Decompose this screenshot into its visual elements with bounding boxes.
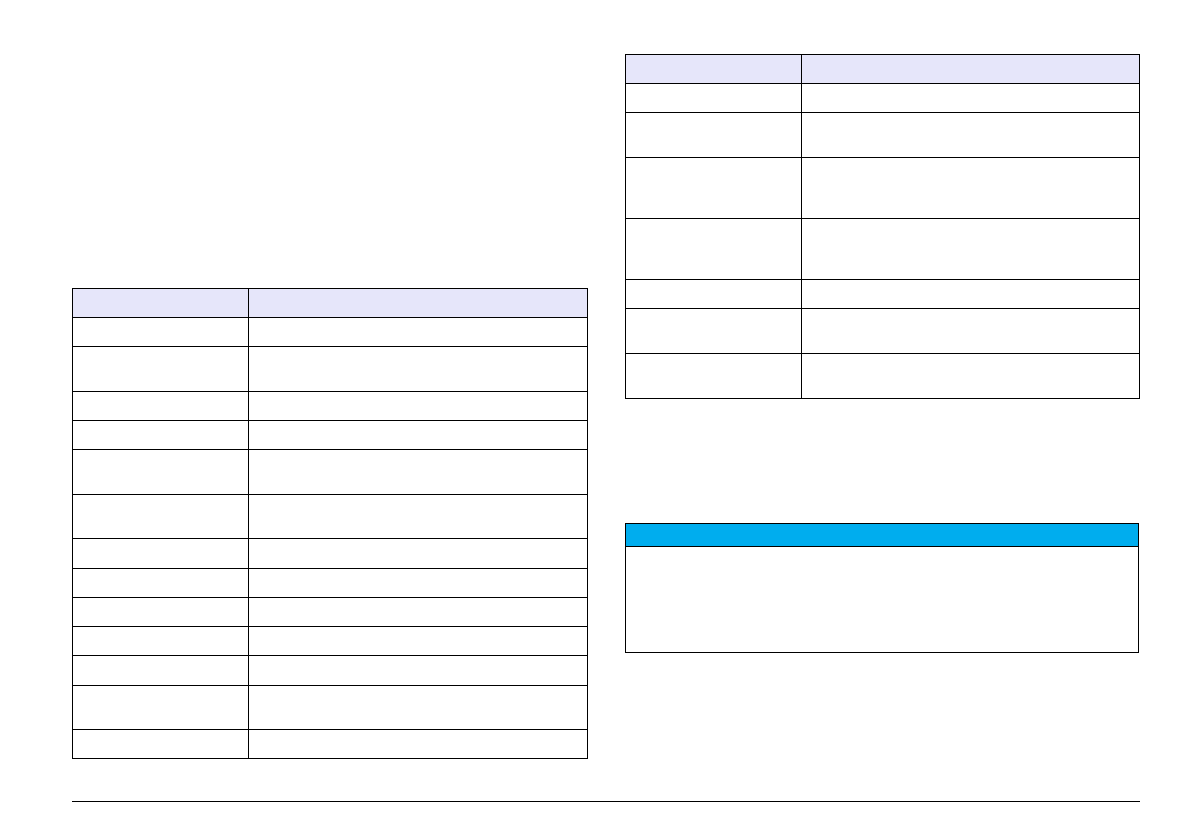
table-cell [72,597,249,627]
table-cell [801,157,1140,219]
table-cell [248,449,588,495]
table-row [625,279,1140,309]
table-header-row [72,288,588,318]
table-row [72,317,588,347]
table-cell [625,83,802,113]
table-row [72,729,588,759]
table-row [72,420,588,450]
table-row [625,112,1140,158]
table-row [625,157,1140,219]
column-header [625,54,802,84]
table-cell [72,729,249,759]
table-cell [72,449,249,495]
table-cell [625,279,802,309]
table-cell [72,420,249,450]
table-row [72,449,588,495]
table-cell [248,494,588,539]
table-row [72,391,588,421]
table-cell [801,218,1140,280]
table-row [72,538,588,569]
notice-header [626,524,1138,547]
table-row [625,83,1140,113]
table-cell [625,308,802,354]
table-row [72,626,588,656]
column-header [248,288,588,318]
table-cell [248,538,588,569]
table-row [72,685,588,730]
table-cell [72,685,249,730]
table-cell [801,279,1140,309]
table-row [625,353,1140,399]
table-cell [72,626,249,656]
table-cell [625,218,802,280]
table-cell [72,346,249,392]
table-cell [248,568,588,598]
table-row [625,218,1140,280]
table-row [72,346,588,392]
table-cell [72,655,249,686]
table-cell [248,685,588,730]
table-cell [72,538,249,569]
table-cell [801,353,1140,399]
table-cell [72,568,249,598]
table-cell [72,317,249,347]
table-header-row [625,54,1140,84]
table-cell [625,112,802,158]
table-cell [248,420,588,450]
table-cell [625,353,802,399]
table-cell [72,494,249,539]
table-cell [625,157,802,219]
left-table [72,288,588,759]
table-cell [248,655,588,686]
column-header [801,54,1140,84]
table-cell [248,626,588,656]
table-cell [801,83,1140,113]
table-row [72,597,588,627]
right-table [625,54,1140,399]
table-cell [72,391,249,421]
table-row [72,655,588,686]
footer-divider [72,801,1140,802]
table-row [72,494,588,539]
table-row [625,308,1140,354]
table-cell [248,597,588,627]
notice-box [625,523,1139,653]
table-row [72,568,588,598]
table-cell [801,112,1140,158]
table-cell [801,308,1140,354]
table-cell [248,729,588,759]
column-header [72,288,249,318]
table-cell [248,317,588,347]
table-cell [248,391,588,421]
table-cell [248,346,588,392]
